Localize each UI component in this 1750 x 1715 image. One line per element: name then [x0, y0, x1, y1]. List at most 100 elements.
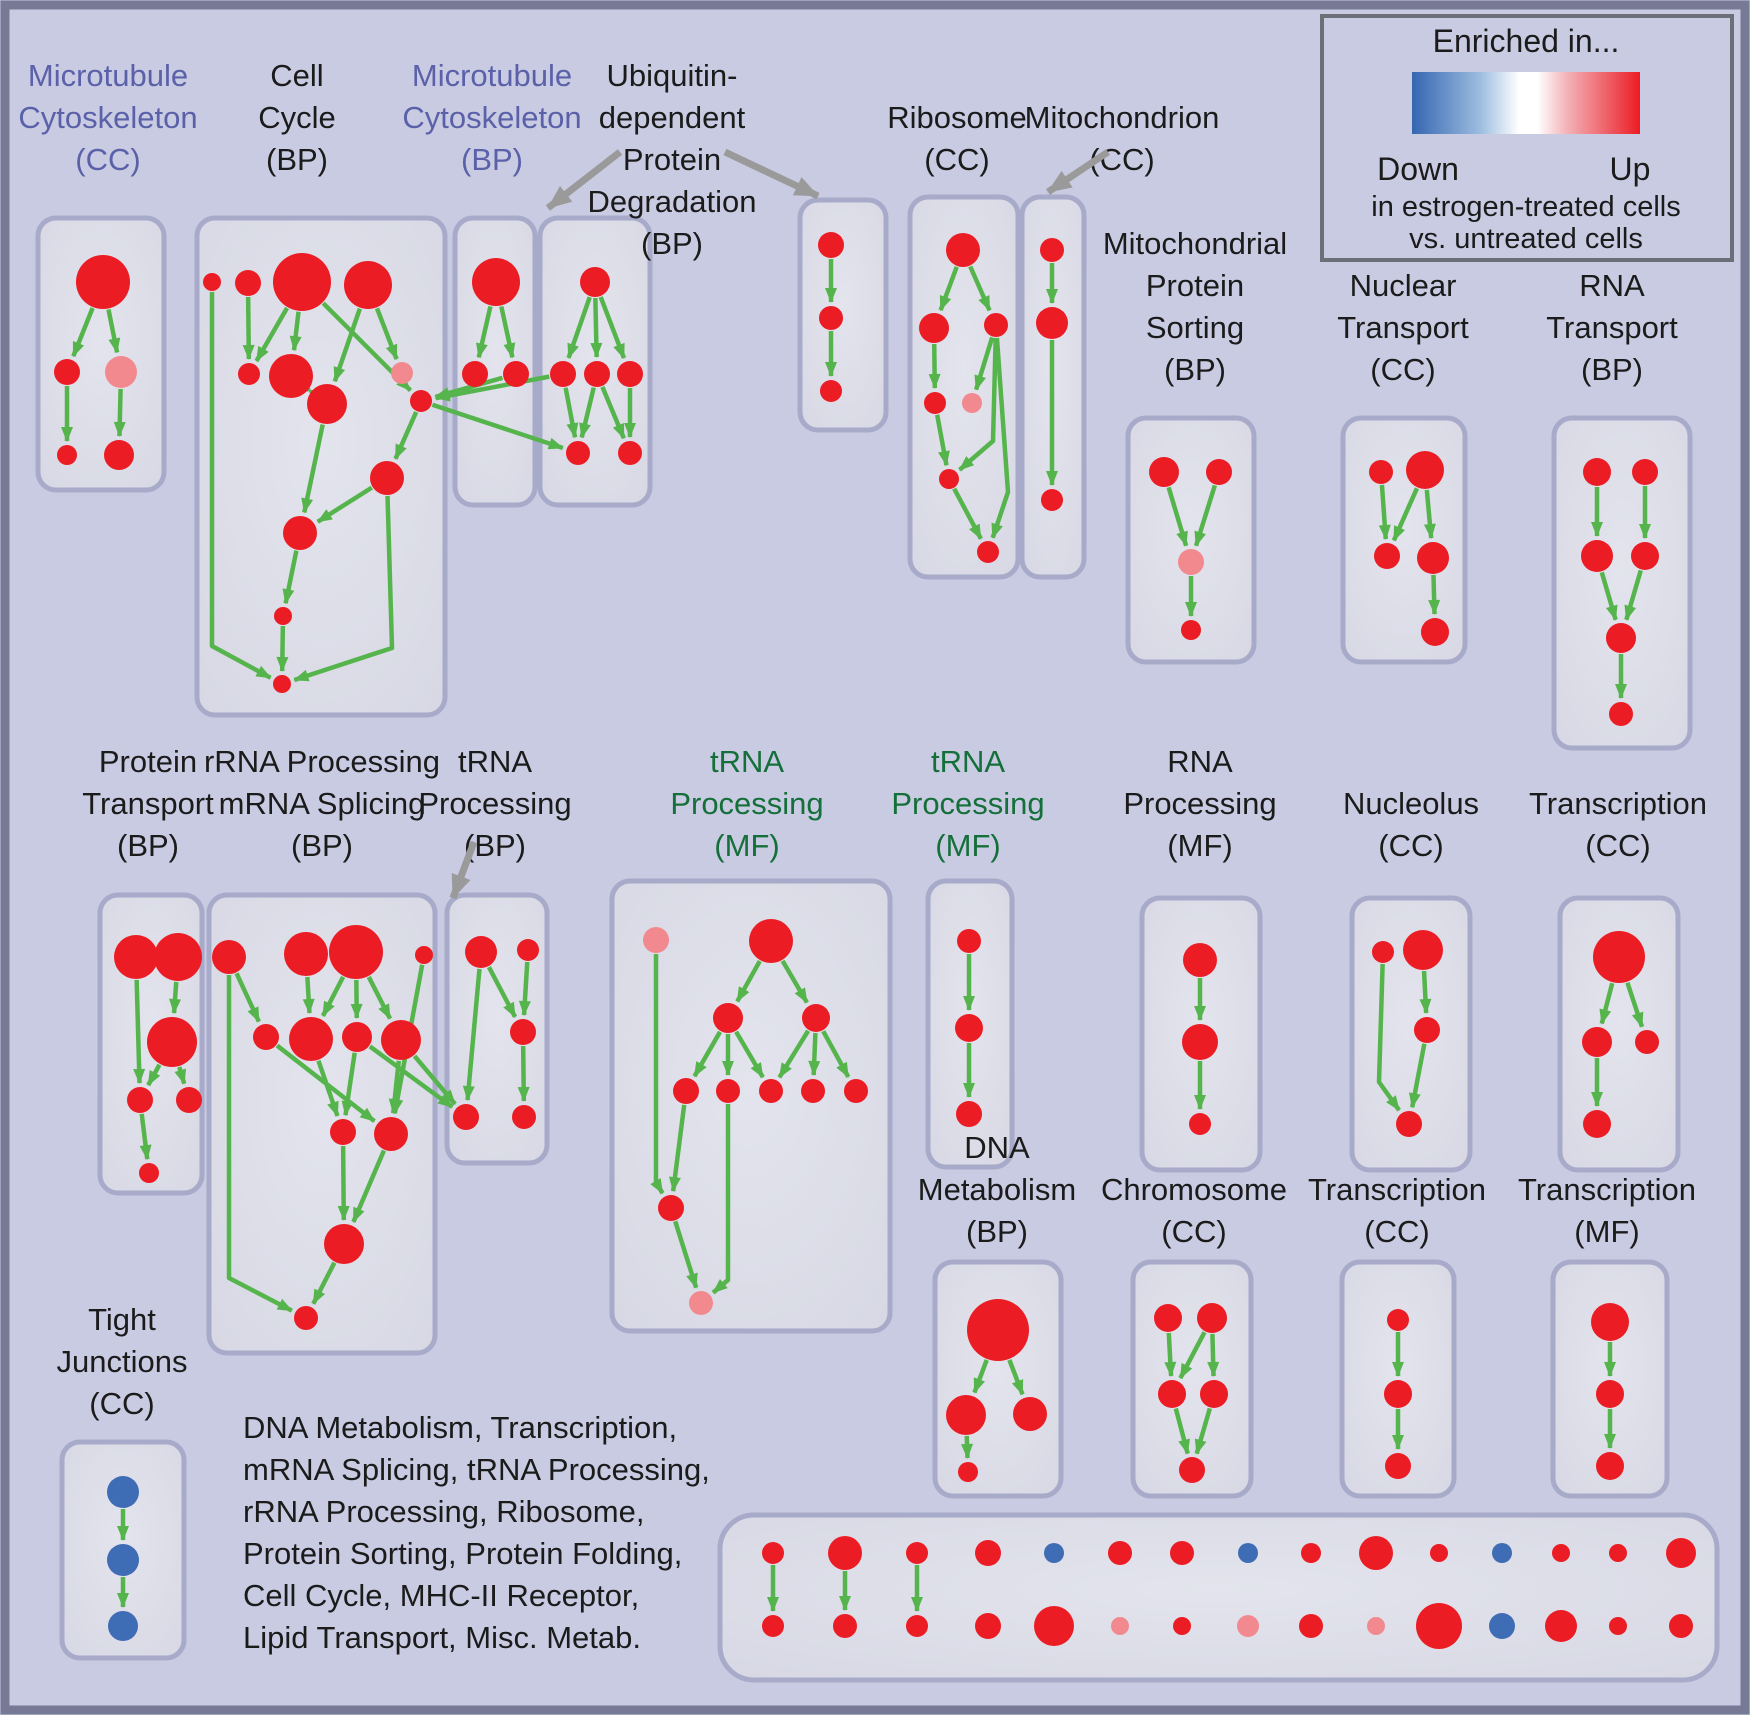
microtubule-cytoskeleton-cc-node [54, 359, 80, 385]
dna-metabolism-bp-label: DNA [964, 1130, 1030, 1165]
chromosome-cc-edge [1173, 1407, 1190, 1455]
mixed-terms-strip-top-node [1609, 1544, 1627, 1562]
transcription-cc-middle-node [1593, 931, 1645, 983]
chromosome-cc-node [1158, 1380, 1186, 1408]
cell-cycle-bp-edge [242, 296, 255, 361]
rna-transport-bp-node [1609, 702, 1633, 726]
ribosome-cc-edge [952, 487, 983, 540]
microtubule-cytoskeleton-cc-box [35, 215, 167, 493]
ubiquitin-degradation-bp-left-edge [563, 387, 579, 439]
rrna-processing-mrna-splicing-bp-node [289, 1017, 333, 1061]
mixed-terms-note-line: rRNA Processing, Ribosome, [243, 1494, 644, 1529]
ubiquitin-degradation-bp-left-edge [566, 296, 592, 359]
rrna-processing-mrna-splicing-bp-node [284, 932, 328, 976]
mixed-terms-strip-bottom-node [1237, 1615, 1259, 1637]
cross-box-edge [434, 374, 550, 402]
rna-transport-bp-edge [1624, 569, 1643, 621]
transcription-cc-middle-label: (CC) [1585, 828, 1650, 863]
nuclear-transport-cc-label: Transport [1337, 310, 1469, 345]
rrna-processing-mrna-splicing-bp-edge [337, 1145, 350, 1222]
ribosome-cc-node [984, 313, 1008, 337]
rna-processing-mf-node [1183, 943, 1217, 977]
rna-processing-mf-label: Processing [1123, 786, 1276, 821]
rna-transport-bp-label: (BP) [1581, 352, 1643, 387]
cell-cycle-bp-edge [289, 311, 302, 352]
trna-processing-mf-large-node [713, 1003, 743, 1033]
ribosome-cc-node [946, 233, 980, 267]
rrna-processing-mrna-splicing-bp-label: (BP) [291, 828, 353, 863]
tight-junctions-cc-label: Tight [88, 1302, 156, 1337]
cell-cycle-bp-node [269, 354, 313, 398]
trna-processing-mf-large-edge [808, 1032, 821, 1077]
trna-processing-mf-large-edge [821, 1030, 851, 1079]
protein-transport-bp-label: Protein [99, 744, 197, 779]
rna-transport-bp-node [1632, 459, 1658, 485]
transcription-cc-bottom-label: (CC) [1364, 1214, 1429, 1249]
mitochondrial-protein-sorting-bp-label: (BP) [1164, 352, 1226, 387]
trna-processing-mf-large-label: (MF) [714, 828, 779, 863]
nucleolus-cc-node [1372, 941, 1394, 963]
label-pointer-arrow-icon [449, 840, 478, 900]
trna-processing-mf-large-node [844, 1079, 868, 1103]
transcription-cc-bottom-node [1384, 1380, 1412, 1408]
trna-processing-mf-large-node [716, 1079, 740, 1103]
mixed-terms-strip-bottom-node [1669, 1614, 1693, 1638]
ubiquitin-degradation-bp-left-label: Ubiquitin- [607, 58, 738, 93]
ubiquitin-degradation-bp-right-node [818, 232, 844, 258]
protein-transport-bp-edge [169, 981, 182, 1015]
cell-cycle-bp-edge [282, 550, 299, 605]
legend-subtitle-line2: vs. untreated cells [1409, 223, 1643, 255]
trna-processing-bp-node [512, 1105, 536, 1129]
chromosome-cc-edge [1207, 1333, 1220, 1378]
mitochondrial-protein-sorting-bp-edge [1166, 486, 1189, 547]
rna-transport-bp-node [1631, 542, 1659, 570]
nuclear-transport-cc-edge [1391, 487, 1419, 542]
trna-processing-mf-small-label: Processing [891, 786, 1044, 821]
microtubule-cytoskeleton-bp-node [472, 258, 520, 306]
microtubule-cytoskeleton-bp-edge [476, 305, 493, 359]
rrna-processing-mrna-splicing-bp-edge [351, 1149, 386, 1223]
tight-junctions-cc-node [107, 1544, 139, 1576]
ubiquitin-degradation-bp-left-node [580, 267, 610, 297]
mixed-terms-strip-top-node [1359, 1536, 1393, 1570]
trna-processing-mf-large-edge [734, 1030, 765, 1079]
cell-cycle-bp-node [410, 390, 432, 412]
cell-cycle-bp-edge [374, 307, 399, 360]
tight-junctions-cc-node [107, 1476, 139, 1508]
mixed-terms-strip-bottom-node [1299, 1614, 1323, 1638]
rrna-processing-mrna-splicing-bp-node [342, 1022, 372, 1052]
protein-transport-bp-edge [174, 1066, 187, 1085]
microtubule-cytoskeleton-cc-node [105, 356, 137, 388]
nucleolus-cc-edge [1376, 963, 1401, 1112]
ribosome-cc-edge [928, 343, 941, 390]
protein-transport-bp-node [114, 935, 158, 979]
chromosome-cc-edge [1164, 1332, 1177, 1378]
protein-transport-bp-edge [146, 1063, 162, 1087]
ribosome-cc-node [919, 313, 949, 343]
trna-processing-mf-large-edge [692, 1030, 722, 1078]
rrna-processing-mrna-splicing-bp-edge [302, 976, 315, 1015]
ubiquitin-degradation-bp-left-label: dependent [599, 100, 746, 135]
rrna-processing-mrna-splicing-bp-node [329, 925, 383, 979]
mixed-terms-strip-top-node [906, 1542, 928, 1564]
trna-processing-mf-large-label: Processing [670, 786, 823, 821]
ribosome-cc-edge [938, 266, 959, 312]
protein-transport-bp-node [127, 1087, 153, 1113]
trna-processing-mf-small-node [956, 1101, 982, 1127]
rna-processing-mf-label: (MF) [1167, 828, 1232, 863]
transcription-cc-bottom-box [1339, 1259, 1457, 1499]
mitochondrial-protein-sorting-bp-edge [1193, 484, 1217, 547]
rna-transport-bp-label: RNA [1579, 268, 1645, 303]
transcription-mf-label: Transcription [1518, 1172, 1696, 1207]
dna-metabolism-bp-node [1013, 1397, 1047, 1431]
mitochondrial-protein-sorting-bp-label: Protein [1146, 268, 1244, 303]
mixed-terms-strip-bottom-node [906, 1615, 928, 1637]
cell-cycle-bp-node [235, 270, 261, 296]
nucleolus-cc-label: Nucleolus [1343, 786, 1479, 821]
trna-processing-mf-large-node [802, 1004, 830, 1032]
transcription-cc-middle-node [1582, 1027, 1612, 1057]
rna-processing-mf-label: RNA [1167, 744, 1233, 779]
cell-cycle-bp-edge [301, 424, 325, 514]
ribosome-cc-node [977, 541, 999, 563]
